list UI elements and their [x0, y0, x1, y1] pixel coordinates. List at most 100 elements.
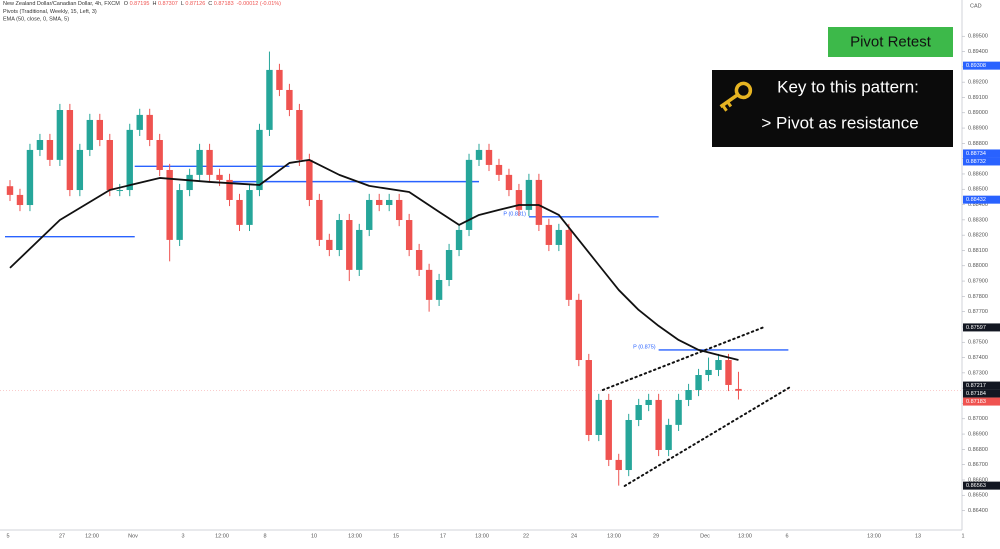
candle-body — [106, 139, 113, 191]
y-tick-label: 0.89500 — [968, 34, 988, 40]
y-tick-label: 0.88800 — [968, 141, 988, 147]
candle-body — [675, 399, 682, 425]
price-label: 0.87183 — [966, 399, 986, 405]
candle-body — [66, 110, 74, 191]
symbol: New Zealand Dollar/Canadian Dollar, 4h, … — [3, 1, 120, 7]
price-label: 0.88432 — [966, 197, 986, 203]
candle-body — [505, 174, 513, 191]
candle-body — [575, 299, 583, 361]
price-label: 0.88734 — [966, 151, 986, 157]
candle-body — [665, 424, 672, 450]
indicator-legend: EMA (50, close, 0, SMA, 5) — [3, 16, 69, 22]
candle-body — [595, 399, 602, 435]
candle-body — [685, 390, 692, 400]
candle-body — [326, 239, 333, 251]
ohlc-value: 0.87195 — [130, 1, 150, 7]
price-label: 0.87184 — [966, 391, 986, 397]
x-tick-label: 8 — [263, 533, 266, 539]
candle-body — [346, 220, 353, 270]
candle-body — [725, 360, 732, 385]
candle-body — [565, 229, 573, 300]
price-label-box — [963, 389, 1000, 398]
candle-body — [445, 250, 453, 280]
candle-body — [266, 69, 273, 130]
y-tick-label: 0.88900 — [968, 126, 988, 132]
annotation-box — [828, 27, 953, 57]
candle-body — [206, 149, 213, 175]
candle-body — [156, 139, 163, 170]
annotation-box — [712, 70, 953, 147]
price-label-box — [963, 397, 1000, 406]
candle-body — [276, 69, 283, 90]
trendline — [601, 325, 766, 392]
candle-body — [236, 199, 243, 225]
annotation-text: > Pivot as resistance — [761, 113, 918, 132]
candle-body — [425, 269, 433, 300]
candle-body — [385, 199, 393, 206]
y-tick-label: 0.86600 — [968, 477, 988, 483]
candle-body — [585, 360, 592, 435]
candle-body — [26, 149, 34, 206]
candle-body — [16, 194, 24, 206]
candle-body — [405, 220, 413, 251]
x-tick-label: 13:00 — [738, 533, 752, 539]
candle-body — [136, 114, 143, 130]
candle-body — [46, 139, 54, 160]
x-tick-label: 22 — [523, 533, 529, 539]
x-tick-label: 13:00 — [348, 533, 362, 539]
y-tick-label: 0.86400 — [968, 508, 988, 514]
candle-body — [196, 149, 203, 175]
candle-body — [376, 199, 383, 206]
candle-body — [366, 199, 373, 230]
price-label-box — [963, 323, 1000, 332]
pivot-label: P (0.875) — [633, 344, 656, 350]
x-tick-label: 24 — [571, 533, 577, 539]
price-label: 0.86563 — [966, 483, 986, 489]
price-label-box — [963, 481, 1000, 490]
ohlc-value: 0.87307 — [158, 1, 178, 7]
x-tick-label: 13:00 — [475, 533, 489, 539]
y-tick-label: 0.86800 — [968, 447, 988, 453]
price-label-box — [963, 61, 1000, 70]
price-label-box — [963, 149, 1000, 158]
y-tick-label: 0.88300 — [968, 217, 988, 223]
candle-body — [56, 110, 64, 160]
candle-body — [415, 250, 423, 270]
candle-body — [256, 129, 263, 191]
change: -0.00012 (-0.01%) — [237, 1, 281, 7]
x-tick-label: 5 — [6, 533, 9, 539]
candle-body — [356, 229, 363, 270]
x-tick-label: 13 — [915, 533, 921, 539]
candle-body — [695, 375, 702, 391]
candle-body — [116, 190, 123, 192]
x-tick-label: 29 — [653, 533, 659, 539]
x-tick-label: 3 — [181, 533, 184, 539]
y-tick-label: 0.89400 — [968, 49, 988, 55]
x-tick-label: 6 — [785, 533, 788, 539]
candle-body — [545, 224, 553, 245]
candle-body — [635, 404, 642, 420]
indicator-legend: Pivots (Traditional, Weekly, 15, Left, 3… — [3, 9, 97, 15]
candle-body — [186, 174, 193, 191]
candle-body — [535, 179, 543, 225]
x-tick-label: 10 — [311, 533, 317, 539]
x-tick-label: 13:00 — [867, 533, 881, 539]
candle-body — [435, 279, 443, 300]
price-label-box — [963, 381, 1000, 390]
y-tick-label: 0.87700 — [968, 309, 988, 315]
y-tick-label: 0.89200 — [968, 80, 988, 86]
price-label: 0.89308 — [966, 63, 986, 69]
candle-body — [705, 369, 712, 376]
candle-body — [296, 110, 303, 160]
candle-body — [176, 190, 183, 240]
candle-body — [625, 419, 632, 471]
ohlc-letter: C — [208, 1, 212, 7]
price-label: 0.87217 — [966, 383, 986, 389]
candle-body — [455, 229, 463, 251]
header-line: New Zealand Dollar/Canadian Dollar, 4h, … — [3, 1, 281, 7]
annotation-text: Key to this pattern: — [777, 77, 919, 96]
y-tick-label: 0.88200 — [968, 233, 988, 239]
y-tick-label: 0.86700 — [968, 462, 988, 468]
x-tick-label: Nov — [128, 533, 138, 539]
